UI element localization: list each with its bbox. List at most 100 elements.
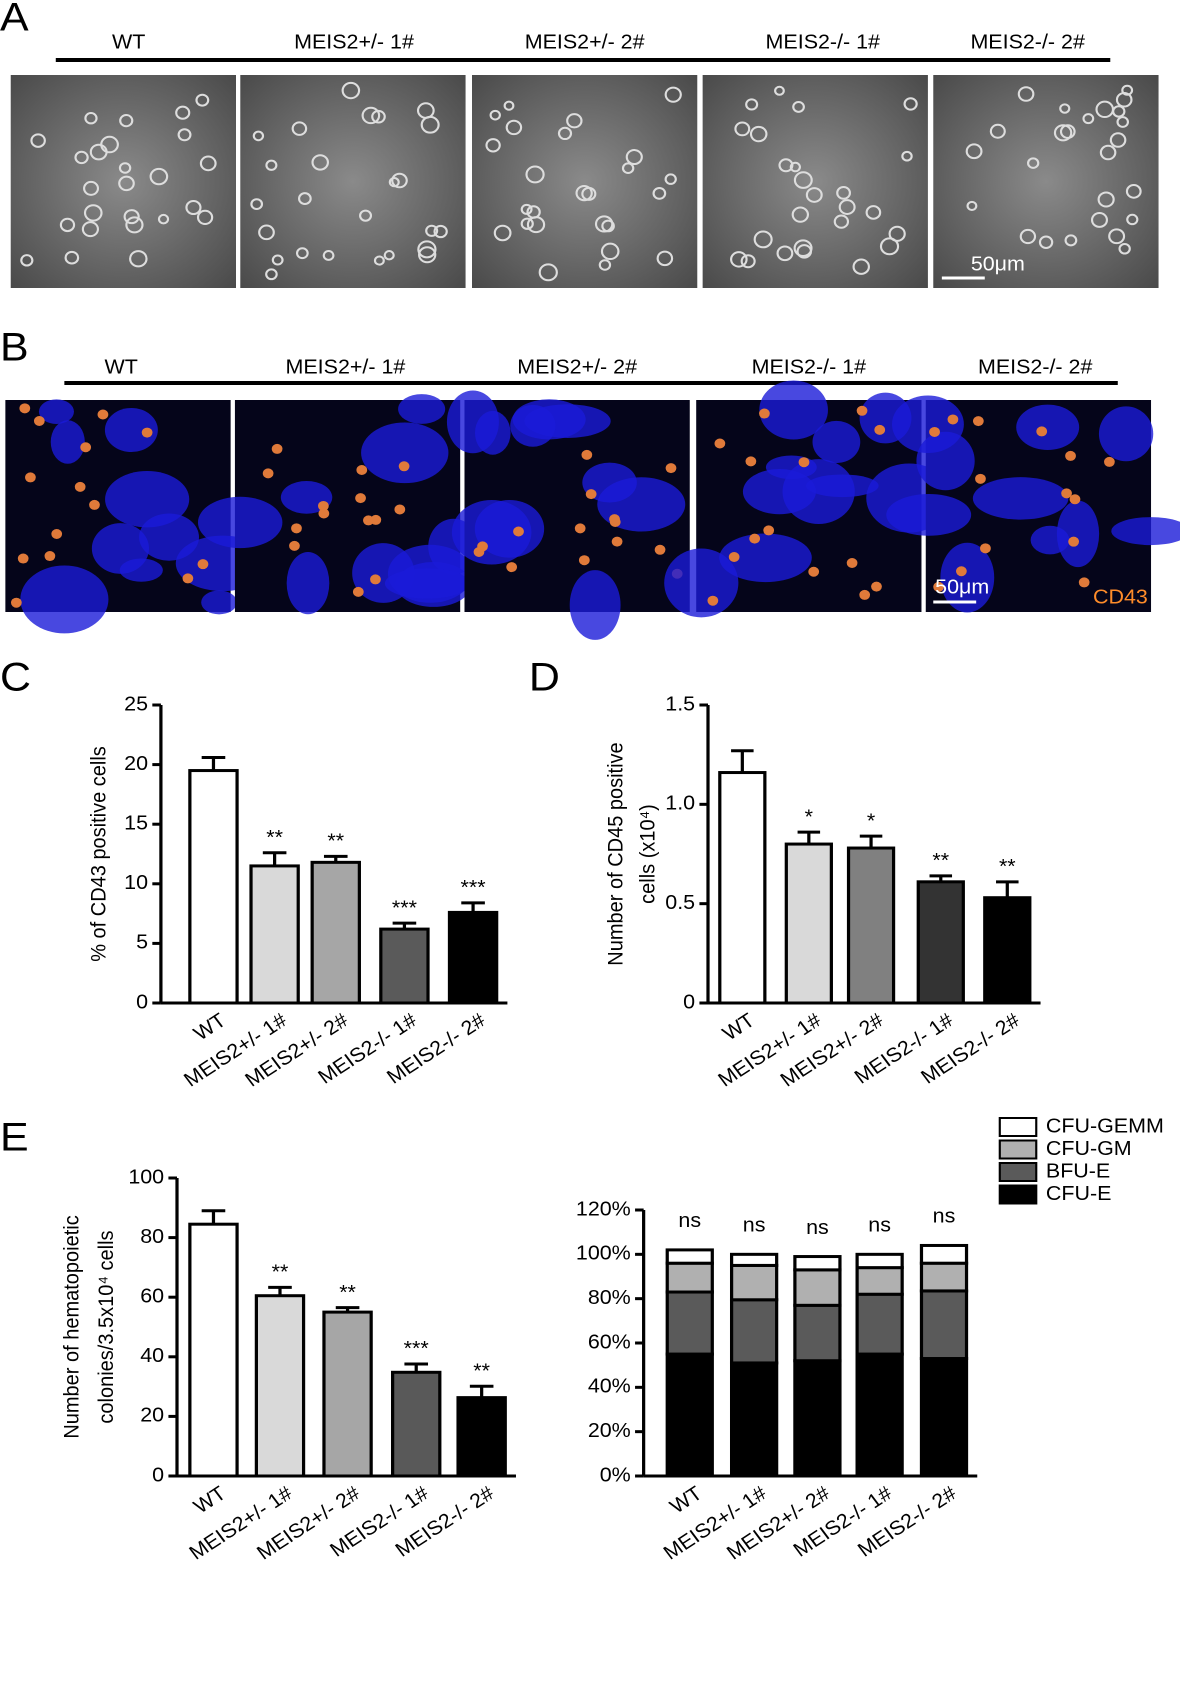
image-header: WT (112, 31, 146, 53)
cell (373, 255, 385, 266)
bar-segment (793, 1255, 842, 1272)
cell (199, 155, 217, 172)
cell (888, 225, 906, 242)
cell (258, 224, 275, 241)
x-tick-label: WT (189, 1482, 230, 1518)
scale-bar-label: 50μm (935, 576, 989, 598)
legend-label: CFU-GEMM (1046, 1115, 1164, 1137)
cell (20, 254, 34, 267)
cd43-cell (197, 559, 209, 570)
cell (1019, 228, 1037, 245)
cell (119, 114, 134, 128)
cd43-cell (10, 597, 22, 608)
cell (157, 213, 170, 225)
cell (526, 205, 541, 219)
y-tick-label: 10 (124, 872, 148, 894)
cell (100, 135, 119, 154)
y-axis-label: Number of CD45 positive (604, 742, 628, 965)
nuclei (886, 493, 972, 536)
cell (600, 242, 620, 261)
nuclei (20, 565, 109, 634)
cd43-cell (33, 416, 45, 427)
cd43-cell (728, 552, 740, 563)
y-tick-label: 0 (152, 1464, 164, 1486)
cell (298, 192, 312, 205)
cell (425, 224, 439, 237)
bar-segment (729, 1252, 779, 1267)
cell (311, 154, 329, 171)
cd43-cell (370, 514, 382, 525)
bar (379, 927, 430, 1005)
nuclei (105, 471, 190, 528)
cd43-cell (352, 586, 364, 597)
nuclei (812, 420, 861, 464)
cell (83, 180, 100, 196)
cd43-cell (1065, 450, 1076, 461)
cell (566, 113, 583, 129)
cd43-cell (1061, 488, 1072, 499)
bar-segment (919, 1357, 969, 1478)
cell (796, 244, 813, 259)
nuclei (805, 474, 879, 498)
cd43-cell (609, 514, 620, 525)
cd43-cell (477, 541, 488, 552)
cd43-cell (759, 408, 770, 419)
cell (118, 175, 135, 192)
nuclei (201, 590, 237, 615)
cell (903, 97, 918, 111)
cd43-cell (859, 589, 871, 600)
cell (656, 250, 674, 267)
stain-label: CD43 (1093, 586, 1148, 608)
scale-bar-label: 50μm (971, 253, 1025, 275)
x-tick-label: WT (189, 1009, 230, 1045)
bar-segment (793, 1303, 842, 1363)
cell (185, 199, 202, 216)
nuclei (451, 500, 532, 565)
cell (118, 162, 132, 174)
nuclei (197, 496, 283, 549)
nuclei (1056, 500, 1100, 568)
y-tick-label: 40% (588, 1375, 631, 1397)
cell (175, 105, 191, 120)
panel-label: D (529, 654, 560, 699)
cd43-cell (182, 573, 194, 584)
cell (557, 126, 573, 141)
cell (252, 130, 265, 142)
cell (388, 177, 400, 188)
nuclei (759, 380, 828, 440)
cell (730, 251, 748, 268)
significance: ns (678, 1210, 701, 1232)
cd43-cell (1104, 456, 1115, 467)
nuclei (38, 399, 74, 424)
y-tick-label: 20 (140, 1404, 164, 1426)
cell (1097, 191, 1115, 208)
cd43-cell (856, 405, 868, 416)
cd43-cell (355, 493, 366, 504)
cell (652, 186, 667, 200)
cell (865, 205, 882, 220)
nuclei (569, 570, 621, 640)
cd43-cell (80, 442, 92, 453)
cd43-cell (89, 499, 100, 510)
cell (575, 185, 593, 202)
cd43-cell (394, 504, 406, 515)
cell (740, 254, 756, 269)
nuclei (1111, 517, 1180, 546)
cell (789, 161, 801, 173)
cell (664, 86, 682, 103)
cd43-cell (262, 468, 274, 479)
cell (852, 258, 870, 275)
cell (125, 216, 144, 234)
cell (901, 150, 913, 162)
bar (456, 1396, 507, 1478)
cell (383, 250, 395, 261)
cell (149, 167, 169, 186)
y-tick-label: 60 (140, 1285, 164, 1307)
cell (1115, 91, 1133, 108)
y-tick-label: 0 (136, 991, 148, 1013)
cell (1038, 235, 1054, 249)
cell (805, 187, 823, 203)
cell (1095, 100, 1115, 119)
legend-swatch (998, 1139, 1038, 1160)
